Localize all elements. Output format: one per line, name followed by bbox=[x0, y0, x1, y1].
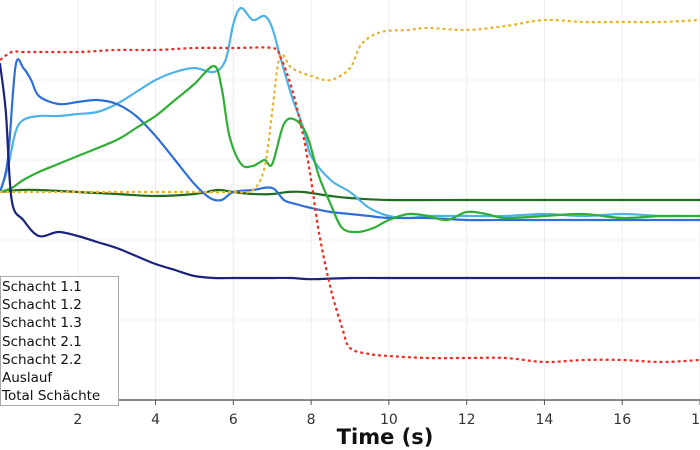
series-line-schacht-2-2 bbox=[0, 18, 700, 194]
legend: Schacht 1.1 Schacht 1.2 Schacht 1.3 Scha… bbox=[0, 276, 119, 406]
legend-entry-total-schaechte: Total Schächte bbox=[2, 388, 101, 405]
x-tick-label-14: 14 bbox=[536, 412, 554, 428]
legend-entry-schacht-1-2: Schacht 1.2 bbox=[2, 297, 82, 314]
x-tick-label-10: 10 bbox=[380, 412, 398, 428]
x-tick-label-12: 12 bbox=[458, 412, 476, 428]
legend-entry-schacht-2-2: Schacht 2.2 bbox=[2, 351, 82, 368]
x-axis-title: Time (s) bbox=[337, 425, 434, 449]
x-tick-label-16: 16 bbox=[613, 412, 631, 428]
legend-entry-schacht-2-1: Schacht 2.1 bbox=[2, 333, 82, 350]
legend-entry-schacht-1-1: Schacht 1.1 bbox=[2, 279, 82, 295]
series-line-schacht-1-3 bbox=[0, 64, 700, 234]
series-line-total-sch-chte bbox=[0, 62, 700, 281]
x-tick-label-6: 6 bbox=[229, 412, 238, 428]
x-tick-label-4: 4 bbox=[151, 412, 160, 428]
series-line-schacht-1-2 bbox=[0, 58, 700, 222]
legend-entry-auslauf: Auslauf bbox=[2, 370, 53, 387]
series-line-schacht-1-1 bbox=[0, 6, 700, 220]
x-tick-label-8: 8 bbox=[307, 412, 316, 428]
x-tick-label-2: 2 bbox=[73, 412, 82, 428]
x-tick-label-18: 18 bbox=[691, 412, 700, 428]
series-lines bbox=[0, 6, 700, 364]
legend-entry-schacht-1-3: Schacht 1.3 bbox=[2, 315, 82, 332]
